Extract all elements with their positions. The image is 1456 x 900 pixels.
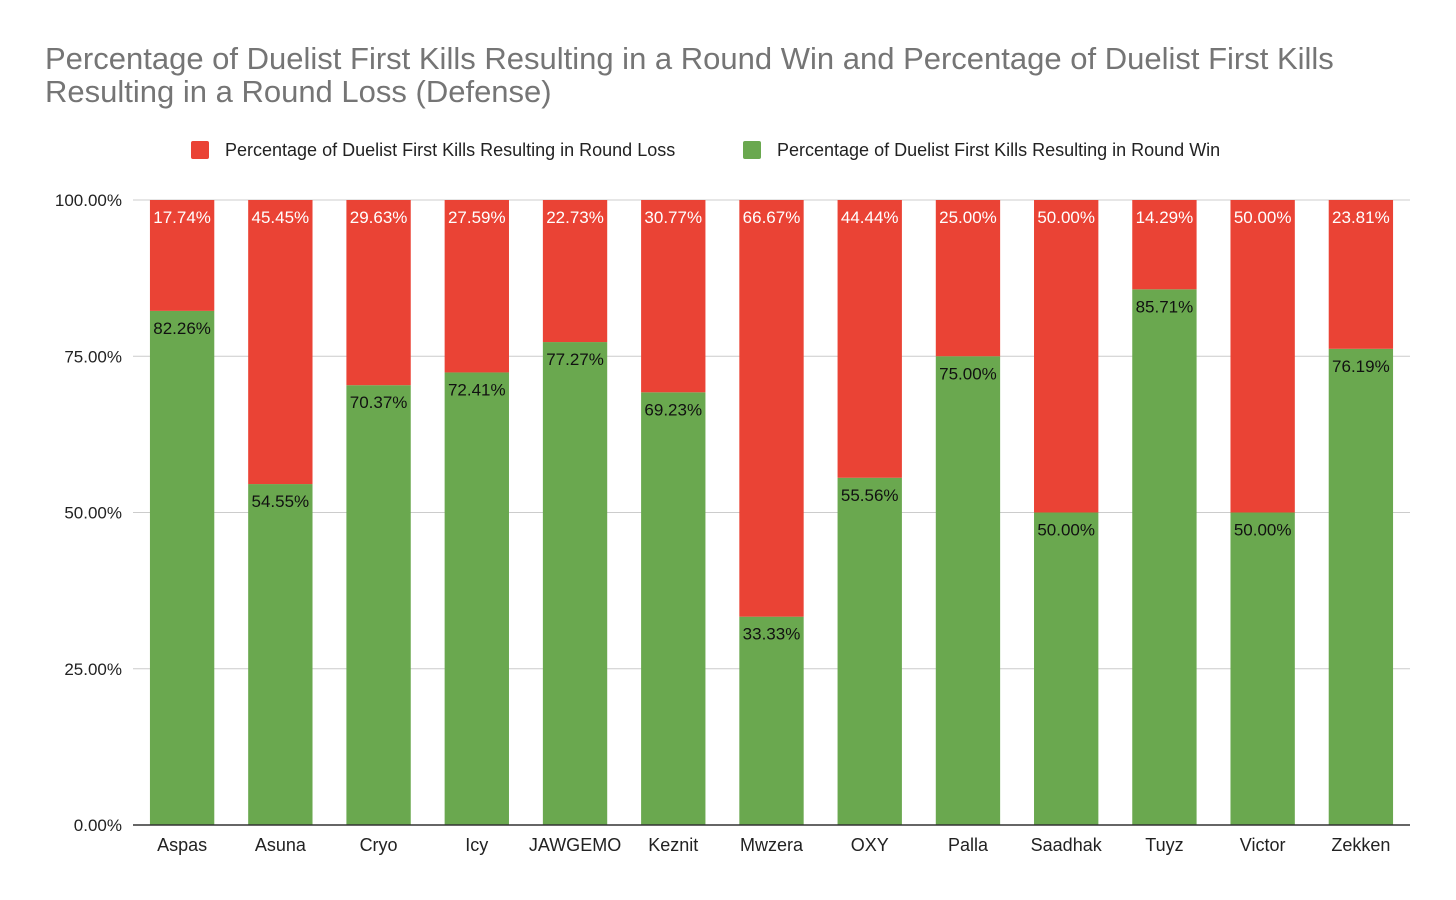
data-label-loss: 44.44% <box>841 208 899 227</box>
data-label-win: 77.27% <box>546 350 604 369</box>
data-label-win: 75.00% <box>939 364 997 383</box>
bar-loss <box>935 200 1001 357</box>
y-tick-label: 25.00% <box>64 660 122 679</box>
x-tick-label: Mwzera <box>740 835 804 855</box>
bar-loss <box>1230 200 1295 513</box>
x-tick-label: JAWGEMO <box>529 835 621 855</box>
legend-label-loss: Percentage of Duelist First Kills Result… <box>225 139 676 160</box>
x-tick-label: Cryo <box>360 835 398 855</box>
bar-win <box>1132 289 1197 825</box>
y-tick-label: 100.00% <box>55 191 122 210</box>
data-label-win: 50.00% <box>1037 521 1095 540</box>
bar-win <box>346 385 411 825</box>
data-label-loss: 50.00% <box>1037 208 1095 227</box>
data-label-loss: 45.45% <box>252 208 310 227</box>
bar-loss <box>149 200 215 311</box>
bar-loss <box>346 200 411 386</box>
data-label-win: 72.41% <box>448 380 506 399</box>
bar-loss <box>248 200 313 485</box>
chart-legend: Percentage of Duelist First Kills Result… <box>0 138 1456 162</box>
data-label-loss: 50.00% <box>1234 208 1292 227</box>
bar-win <box>1230 512 1295 825</box>
bar-loss <box>1034 200 1099 513</box>
data-label-win: 76.19% <box>1332 357 1390 376</box>
x-tick-label: Aspas <box>157 835 207 855</box>
bar-win <box>739 616 804 825</box>
legend-label-win: Percentage of Duelist First Kills Result… <box>777 139 1221 160</box>
bar-win <box>1328 348 1394 825</box>
x-tick-label: Asuna <box>255 835 307 855</box>
bar-loss <box>1132 200 1197 290</box>
legend-swatch-loss <box>191 141 209 159</box>
bar-loss <box>837 200 902 478</box>
x-tick-label: Zekken <box>1331 835 1390 855</box>
bar-win <box>542 342 608 825</box>
bar-win <box>248 484 313 825</box>
data-label-win: 55.56% <box>841 486 899 505</box>
x-tick-label: OXY <box>851 835 889 855</box>
y-tick-label: 50.00% <box>64 504 122 523</box>
bar-win <box>444 372 509 825</box>
bar-loss <box>542 200 608 343</box>
legend-item-win: Percentage of Duelist First Kills Result… <box>743 138 1220 162</box>
data-label-win: 82.26% <box>153 319 211 338</box>
bar-win <box>1034 512 1099 825</box>
bar-win <box>935 356 1001 825</box>
data-label-loss: 14.29% <box>1136 208 1194 227</box>
x-tick-label: Victor <box>1240 835 1286 855</box>
data-label-loss: 25.00% <box>939 208 997 227</box>
data-label-win: 33.33% <box>743 625 801 644</box>
data-label-loss: 17.74% <box>153 208 211 227</box>
data-label-win: 50.00% <box>1234 521 1292 540</box>
data-label-loss: 22.73% <box>546 208 604 227</box>
y-tick-label: 75.00% <box>64 347 122 366</box>
y-tick-label: 0.00% <box>74 816 122 835</box>
data-label-loss: 27.59% <box>448 208 506 227</box>
bar-loss <box>444 200 509 373</box>
data-label-loss: 29.63% <box>350 208 408 227</box>
x-tick-label: Tuyz <box>1145 835 1183 855</box>
x-tick-label: Icy <box>465 835 488 855</box>
bar-loss <box>739 200 804 617</box>
legend-item-loss: Percentage of Duelist First Kills Result… <box>191 138 675 162</box>
data-label-loss: 66.67% <box>743 208 801 227</box>
data-label-loss: 30.77% <box>644 208 702 227</box>
bar-loss <box>641 200 706 393</box>
legend-swatch-win <box>743 141 761 159</box>
bar-loss <box>1328 200 1394 349</box>
data-label-win: 85.71% <box>1136 297 1194 316</box>
data-label-win: 70.37% <box>350 393 408 412</box>
bar-win <box>149 310 215 825</box>
chart-title: Percentage of Duelist First Kills Result… <box>45 41 1334 109</box>
data-label-loss: 23.81% <box>1332 208 1390 227</box>
x-tick-label: Saadhak <box>1031 835 1103 855</box>
bar-win <box>837 477 902 825</box>
x-tick-label: Keznit <box>648 835 698 855</box>
bar-win <box>641 392 706 825</box>
data-label-win: 69.23% <box>644 400 702 419</box>
data-label-win: 54.55% <box>252 492 310 511</box>
x-tick-label: Palla <box>948 835 989 855</box>
